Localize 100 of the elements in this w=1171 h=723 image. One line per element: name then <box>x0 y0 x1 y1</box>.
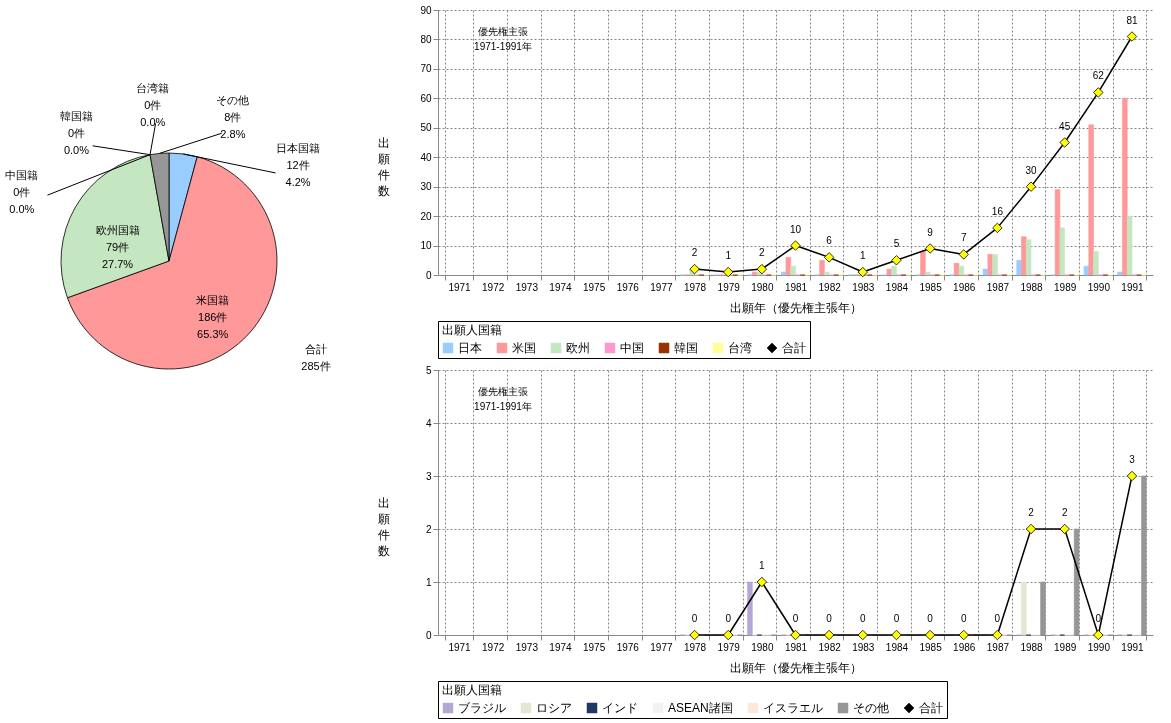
x-tick-label: 1991 <box>1121 641 1145 653</box>
x-tick-label: 1972 <box>482 281 505 293</box>
x-tick-label: 1988 <box>1020 281 1044 293</box>
legend-label: ASEAN諸国 <box>668 701 733 715</box>
data-label: 45 <box>1059 120 1071 132</box>
x-tick-label: 1983 <box>852 641 875 653</box>
x-tick-label: 1990 <box>1087 281 1111 293</box>
text: 合計 285件 <box>301 343 331 372</box>
legend-label: 韓国 <box>674 341 698 355</box>
data-label: 62 <box>1092 70 1105 82</box>
legend-label: イスラエル <box>763 701 823 715</box>
data-label: 12件 4.2% <box>285 159 311 189</box>
x-tick-label: 1986 <box>953 641 976 653</box>
data-label: 30 <box>1025 164 1038 176</box>
x-tick-label: 1990 <box>1087 641 1111 653</box>
x-tick-label: 1973 <box>515 641 539 653</box>
x-tick-label: 1977 <box>650 281 673 293</box>
text: 0件 0.0% <box>140 99 166 129</box>
x-tick-label: 1974 <box>549 641 573 653</box>
data-label: 10 <box>789 223 802 235</box>
data-label: 6 <box>826 235 833 247</box>
x-tick-label: 1987 <box>986 641 1010 653</box>
data-label: 1 <box>725 250 732 262</box>
legend-label: 中国 <box>620 341 644 355</box>
data-label: 3 <box>1129 454 1136 465</box>
text: 0件 0.0% <box>63 126 89 156</box>
category-label: 韓国籍 <box>59 109 93 122</box>
legend-title: 出願人国籍 <box>442 323 502 337</box>
y-tick-label: 50 <box>420 122 432 134</box>
x-tick-label: 1988 <box>1020 641 1044 653</box>
data-label: 8件 2.8% <box>220 111 246 141</box>
x-tick-label: 1980 <box>751 281 774 293</box>
y-tick-label: 5 <box>425 364 432 376</box>
x-tick-label: 1979 <box>717 641 741 653</box>
annotation: 優先権主張 1971-1991年 <box>474 386 532 412</box>
category-label: 中国籍 <box>5 169 39 182</box>
data-label: 0 <box>826 613 833 624</box>
y-tick-label: 90 <box>420 4 432 16</box>
y-tick-label: 3 <box>425 470 432 482</box>
data-label: 0 <box>1095 613 1102 624</box>
y-axis-title: 出願件数 <box>377 136 390 198</box>
data-label: 0 <box>860 613 867 624</box>
y-tick-label: 1 <box>425 576 432 588</box>
legend-label: 欧州 <box>566 341 590 355</box>
data-label: 81 <box>1126 14 1138 26</box>
data-label: 0 <box>725 613 732 624</box>
y-axis-title: 出願件数 <box>377 496 390 558</box>
y-tick-label: 20 <box>420 210 432 222</box>
x-tick-label: 1972 <box>482 641 505 653</box>
legend-label: インド <box>602 701 638 715</box>
y-tick-label: 30 <box>420 181 432 193</box>
x-tick-label: 1979 <box>717 281 741 293</box>
data-label: 186件 65.3% <box>197 311 229 341</box>
y-tick-label: 40 <box>420 151 432 163</box>
data-label: 2 <box>1028 507 1035 518</box>
legend-label: ブラジル <box>458 701 506 715</box>
legend-title: 出願人国籍 <box>442 683 502 697</box>
x-tick-label: 1973 <box>515 281 539 293</box>
x-tick-label: 1975 <box>582 281 606 293</box>
x-tick-label: 1976 <box>616 281 640 293</box>
x-tick-label: 1976 <box>616 641 640 653</box>
y-tick-label: 70 <box>420 63 432 75</box>
data-label: 0 <box>792 613 799 624</box>
text: 0件 0.0% <box>9 186 35 216</box>
slice-label: 米国籍 <box>196 294 230 307</box>
y-tick-label: 60 <box>420 92 432 104</box>
x-tick-label: 1989 <box>1054 281 1077 293</box>
x-axis-title: 出願年（優先権主張年） <box>730 300 862 315</box>
data-label: 16 <box>991 205 1004 217</box>
y-tick-label: 2 <box>425 523 432 535</box>
data-label: 0 <box>960 613 967 624</box>
data-label: 1 <box>860 250 867 262</box>
x-tick-label: 1977 <box>650 641 673 653</box>
x-tick-label: 1981 <box>784 641 808 653</box>
annotation: 優先権主張 1971-1991年 <box>474 26 532 52</box>
x-tick-label: 1984 <box>885 641 909 653</box>
data-label: 2 <box>691 247 698 259</box>
x-tick-label: 1984 <box>885 281 909 293</box>
data-label: 0 <box>691 613 698 624</box>
data-label: 9 <box>927 226 934 238</box>
x-tick-label: 1971 <box>448 641 472 653</box>
data-label: 2 <box>759 247 766 259</box>
y-tick-label: 4 <box>425 417 432 429</box>
slice-label: その他 <box>216 94 250 107</box>
x-tick-label: 1978 <box>683 281 707 293</box>
data-label: 0 <box>994 613 1001 624</box>
legend-label: 米国 <box>512 341 536 355</box>
legend-label: 日本 <box>458 341 482 355</box>
y-tick-label: 10 <box>420 240 432 252</box>
data-label: 0 <box>893 613 900 624</box>
slice-label: 欧州国籍 <box>95 224 140 237</box>
data-label: 79件 27.7% <box>101 241 134 271</box>
x-tick-label: 1989 <box>1054 641 1077 653</box>
y-tick-label: 80 <box>420 33 432 45</box>
x-tick-label: 1985 <box>919 641 943 653</box>
x-tick-label: 1974 <box>549 281 573 293</box>
x-tick-label: 1975 <box>582 641 606 653</box>
x-tick-label: 1982 <box>818 641 842 653</box>
legend-label: 台湾 <box>728 341 752 355</box>
x-tick-label: 1982 <box>818 281 842 293</box>
